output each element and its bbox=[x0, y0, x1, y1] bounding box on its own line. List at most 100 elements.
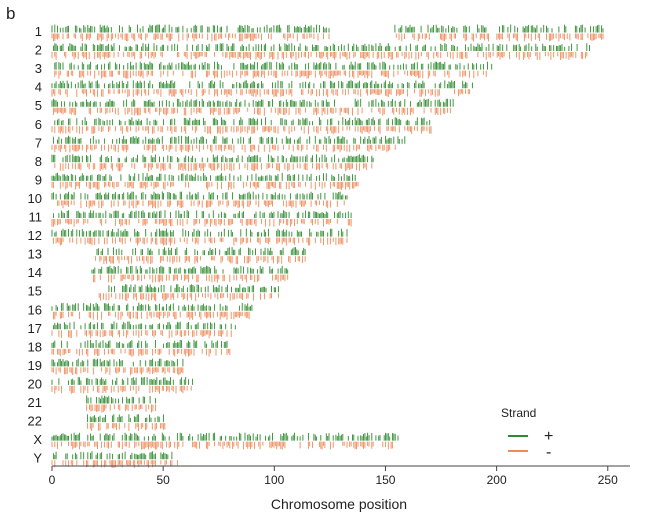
plus-strand-marks bbox=[54, 117, 431, 126]
minus-strand-marks bbox=[51, 89, 471, 98]
minus-strand-marks bbox=[51, 441, 393, 450]
plus-strand-marks bbox=[51, 80, 473, 89]
chromosome-track bbox=[98, 284, 279, 302]
chromosome-track bbox=[87, 414, 166, 431]
minus-strand-marks bbox=[51, 348, 231, 357]
x-tick-label: 0 bbox=[49, 473, 56, 487]
minus-strand-marks bbox=[51, 385, 192, 394]
minus-strand-marks bbox=[54, 70, 487, 79]
x-tick-label: 100 bbox=[264, 473, 284, 487]
chromosome-label: 22 bbox=[28, 414, 42, 429]
chromosome-label: 6 bbox=[35, 117, 42, 132]
chromosome-track bbox=[91, 265, 289, 283]
chromosome-track bbox=[51, 135, 406, 153]
chromosome-track bbox=[51, 321, 236, 339]
x-tick-label: 200 bbox=[487, 473, 507, 487]
chromosome-label: 20 bbox=[28, 376, 42, 391]
chromosome-tracks bbox=[51, 24, 604, 468]
plus-strand-marks bbox=[52, 43, 590, 51]
plus-strand-marks bbox=[51, 172, 356, 181]
chromosome-track bbox=[51, 339, 231, 357]
x-tick-label: 250 bbox=[598, 473, 618, 487]
minus-strand-marks bbox=[51, 460, 178, 468]
chromosome-label: 9 bbox=[35, 172, 42, 187]
chromosome-label: 4 bbox=[35, 80, 42, 95]
chromosome-label: 15 bbox=[28, 284, 42, 299]
plus-strand-marks bbox=[52, 210, 352, 218]
x-tick-label: 50 bbox=[156, 473, 170, 487]
chromosome-track bbox=[51, 228, 348, 246]
plus-strand-marks bbox=[52, 135, 406, 144]
chromosome-track bbox=[51, 210, 352, 227]
minus-strand-marks bbox=[51, 52, 588, 60]
plus-strand-marks bbox=[52, 451, 173, 460]
minus-strand-marks bbox=[54, 163, 373, 172]
minus-strand-marks bbox=[86, 404, 157, 413]
plus-strand-marks bbox=[91, 265, 289, 274]
plus-strand-marks bbox=[54, 61, 493, 70]
chromosome-track bbox=[51, 98, 454, 116]
chromosome-label: X bbox=[33, 432, 42, 447]
chromosome-label: 10 bbox=[28, 191, 42, 206]
plus-strand-marks bbox=[52, 321, 236, 330]
minus-strand-marks bbox=[52, 311, 250, 320]
plus-strand-marks bbox=[51, 339, 228, 348]
minus-strand-marks bbox=[98, 293, 279, 302]
plus-strand-marks bbox=[51, 98, 454, 107]
legend-title: Strand bbox=[501, 406, 536, 420]
minus-strand-marks bbox=[51, 367, 184, 376]
plus-strand-marks bbox=[51, 154, 374, 163]
chromosome-label: 16 bbox=[28, 302, 42, 317]
chromosome-label: Y bbox=[33, 451, 42, 466]
plus-strand-marks bbox=[51, 302, 253, 311]
plus-strand-marks bbox=[51, 432, 399, 441]
chromosome-track bbox=[54, 61, 493, 79]
x-axis: 0 50 100 150 200 250 bbox=[49, 465, 630, 487]
chromosome-track bbox=[51, 432, 399, 450]
chromosome-track bbox=[51, 154, 374, 172]
plus-strand-marks bbox=[51, 191, 348, 200]
chromosome-label: 12 bbox=[28, 228, 42, 243]
minus-strand-marks bbox=[51, 33, 604, 42]
plus-strand-marks bbox=[96, 247, 306, 256]
chromosome-label: 14 bbox=[28, 265, 42, 280]
minus-strand-marks bbox=[51, 219, 352, 227]
chromosome-track bbox=[51, 451, 178, 468]
chromosome-track bbox=[51, 191, 348, 209]
minus-strand-marks bbox=[52, 237, 348, 246]
chromosome-track bbox=[51, 302, 253, 320]
panel-label: b bbox=[6, 4, 15, 23]
chromosome-track bbox=[51, 377, 194, 394]
plus-strand-marks bbox=[108, 284, 279, 293]
legend-label-minus: - bbox=[546, 444, 551, 461]
plus-strand-marks bbox=[51, 24, 604, 33]
minus-strand-marks bbox=[51, 126, 432, 135]
legend: Strand + - bbox=[501, 406, 553, 461]
chromosome-track bbox=[51, 358, 184, 376]
plus-strand-marks bbox=[51, 228, 348, 237]
plus-strand-marks bbox=[87, 414, 164, 423]
minus-strand-marks bbox=[57, 200, 345, 209]
x-axis-title: Chromosome position bbox=[271, 496, 407, 512]
chromosome-label: 17 bbox=[28, 321, 42, 336]
plus-strand-marks bbox=[86, 395, 157, 404]
minus-strand-marks bbox=[95, 256, 306, 265]
chromosome-label: 19 bbox=[28, 358, 42, 373]
plus-strand-marks bbox=[51, 358, 184, 367]
minus-strand-marks bbox=[52, 107, 451, 116]
chromosome-track bbox=[51, 117, 432, 135]
x-tick-label: 150 bbox=[375, 473, 395, 487]
minus-strand-marks bbox=[87, 423, 166, 431]
chromosome-label: 3 bbox=[35, 61, 42, 76]
x-axis-ticks: 0 50 100 150 200 250 bbox=[49, 466, 618, 487]
chromosome-label: 13 bbox=[28, 247, 42, 262]
chromosome-label: 2 bbox=[35, 43, 42, 58]
chromosome-label: 21 bbox=[28, 395, 42, 410]
minus-strand-marks bbox=[92, 274, 289, 283]
chromosome-track bbox=[51, 80, 473, 98]
chromosome-label: 8 bbox=[35, 154, 42, 169]
chromosome-track bbox=[51, 24, 604, 42]
legend-label-plus: + bbox=[544, 428, 553, 445]
